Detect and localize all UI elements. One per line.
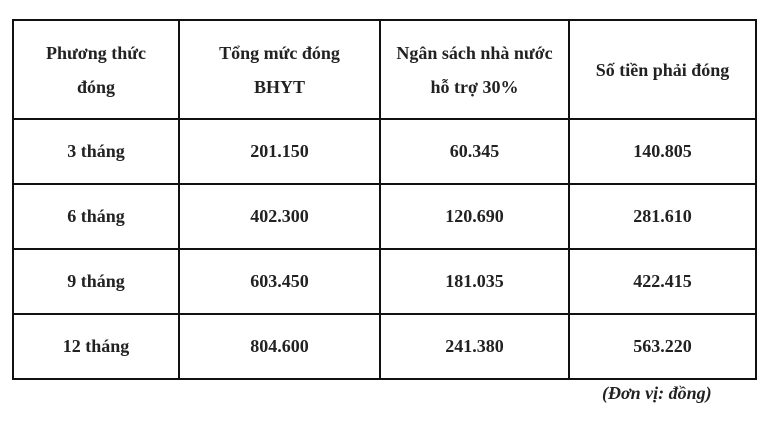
cell-payable: 563.220 [568,313,757,380]
header-text: đóng [76,76,116,97]
cell-support: 120.690 [379,183,570,250]
cell-period: 3 tháng [12,118,180,185]
cell-total: 804.600 [178,313,381,380]
header-text: Số tiền phải đóng [595,59,730,80]
header-text: Tổng mức đóng [219,42,340,63]
header-payment-method: Phương thức đóng [12,19,180,120]
cell-total: 402.300 [178,183,381,250]
cell-total: 603.450 [178,248,381,315]
cell-payable: 140.805 [568,118,757,185]
header-state-support: Ngân sách nhà nước hỗ trợ 30% [379,19,570,120]
table-row: 9 tháng 603.450 181.035 422.415 [12,248,757,315]
header-row: Phương thức đóng Tổng mức đóng BHYT Ngân s… [12,19,757,120]
cell-period: 9 tháng [12,248,180,315]
cell-support: 60.345 [379,118,570,185]
table-row: 12 tháng 804.600 241.380 563.220 [12,313,757,380]
cell-payable: 422.415 [568,248,757,315]
header-text: Ngân sách nhà nước [396,42,553,63]
header-text: Phương thức [45,42,147,63]
cell-total: 201.150 [178,118,381,185]
cell-payable: 281.610 [568,183,757,250]
table-row: 3 tháng 201.150 60.345 140.805 [12,118,757,185]
cell-support: 241.380 [379,313,570,380]
cell-support: 181.035 [379,248,570,315]
unit-note: (Đơn vị: đồng) [602,383,712,403]
cell-period: 6 tháng [12,183,180,250]
header-amount-payable: Số tiền phải đóng [568,19,757,120]
header-total: Tổng mức đóng BHYT [178,19,381,120]
bhyt-fee-table: Phương thức đóng Tổng mức đóng BHYT Ngân s… [12,19,757,380]
header-text: hỗ trợ 30% [430,76,519,97]
cell-period: 12 tháng [12,313,180,380]
table-row: 6 tháng 402.300 120.690 281.610 [12,183,757,250]
header-text: BHYT [253,76,305,97]
